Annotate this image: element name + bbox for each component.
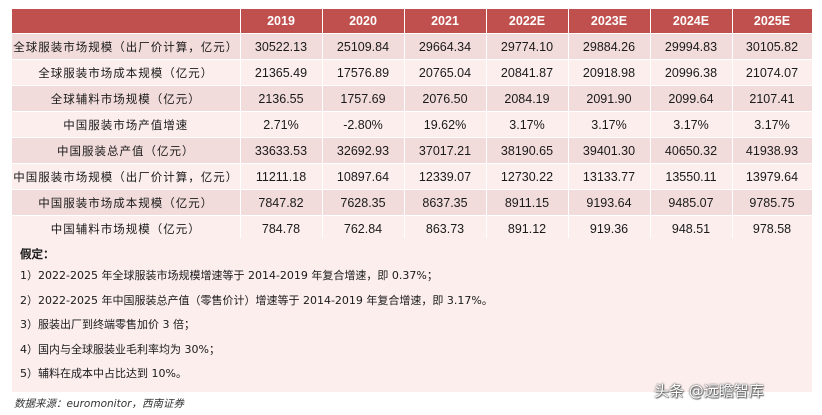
- table-cell: 9193.64: [568, 189, 651, 216]
- table-cell: 21365.49: [240, 59, 323, 86]
- table-cell: 10897.64: [322, 163, 405, 190]
- table-cell: 25109.84: [322, 33, 405, 60]
- table-cell: 29994.83: [650, 33, 733, 60]
- row-label: 中国辅料市场规模（亿元）: [12, 215, 241, 242]
- table-cell: 29774.10: [486, 33, 569, 60]
- table-cell: 20841.87: [486, 59, 569, 86]
- assumptions-notes: 假定： 1）2022-2025 年全球服装市场规模增速等于 2014-2019 …: [12, 238, 812, 392]
- header-cell: 2019: [240, 9, 323, 34]
- table-cell: 32692.93: [322, 137, 405, 164]
- header-cell: 2021: [404, 9, 487, 34]
- table-cell: 2084.19: [486, 85, 569, 112]
- table-cell: 29664.34: [404, 33, 487, 60]
- table-cell: 3.17%: [650, 111, 733, 138]
- table-cell: 13979.64: [732, 163, 813, 190]
- data-table: 2019 2020 2021 2022E 2023E 2024E 2025E 全…: [12, 9, 813, 242]
- table-cell: 30105.82: [732, 33, 813, 60]
- table-cell: 13550.11: [650, 163, 733, 190]
- table-cell: 2.71%: [240, 111, 323, 138]
- table-cell: 3.17%: [568, 111, 651, 138]
- table-cell: 863.73: [404, 215, 487, 242]
- row-label: 中国服装市场成本规模（亿元）: [12, 189, 241, 216]
- table-cell: 8637.35: [404, 189, 487, 216]
- row-label: 全球服装市场规模（出厂价计算，亿元）: [12, 33, 241, 60]
- header-cell: 2025E: [732, 9, 813, 34]
- note-item: 4）国内与全球服装业毛利率均为 30%；: [20, 342, 220, 356]
- table-row: 中国辅料市场规模（亿元） 784.78 762.84 863.73 891.12 919.…: [12, 215, 813, 242]
- notes-title: 假定：: [20, 247, 55, 261]
- table-row: 全球辅料市场规模（亿元） 2136.55 1757.69 2076.50 2084.19…: [12, 85, 813, 112]
- table-cell: 8911.15: [486, 189, 569, 216]
- table-cell: 919.36: [568, 215, 651, 242]
- table-cell: 2107.41: [732, 85, 813, 112]
- row-label: 中国服装市场规模（出厂价计算，亿元）: [12, 163, 241, 190]
- row-label: 全球辅料市场规模（亿元）: [12, 85, 241, 112]
- row-label: 全球服装市场成本规模（亿元）: [12, 59, 241, 86]
- table-cell: 19.62%: [404, 111, 487, 138]
- table-cell: 948.51: [650, 215, 733, 242]
- table-cell: 21074.07: [732, 59, 813, 86]
- table-cell: 784.78: [240, 215, 323, 242]
- table-row: 中国服装总产值（亿元） 33633.53 32692.93 37017.21 38190…: [12, 137, 813, 164]
- table-cell: 40650.32: [650, 137, 733, 164]
- table-cell: 2091.90: [568, 85, 651, 112]
- table-cell: 891.12: [486, 215, 569, 242]
- header-cell: 2024E: [650, 9, 733, 34]
- row-label: 中国服装市场产值增速: [12, 111, 241, 138]
- table-cell: 9485.07: [650, 189, 733, 216]
- table-cell: 3.17%: [732, 111, 813, 138]
- table-row: 中国服装市场规模（出厂价计算，亿元） 11211.18 10897.64 12339.…: [12, 163, 813, 190]
- table-cell: 2099.64: [650, 85, 733, 112]
- table-cell: 29884.26: [568, 33, 651, 60]
- table-cell: 41938.93: [732, 137, 813, 164]
- table-cell: 30522.13: [240, 33, 323, 60]
- table-body: 全球服装市场规模（出厂价计算，亿元） 30522.13 25109.84 29664.…: [12, 33, 813, 242]
- table-row: 中国服装市场产值增速 2.71% -2.80% 19.62% 3.17% 3.17% 3.1…: [12, 111, 813, 138]
- table-cell: 13133.77: [568, 163, 651, 190]
- header-cell: 2022E: [486, 9, 569, 34]
- note-item: 3）服装出厂到终端零售加价 3 倍；: [20, 318, 195, 331]
- table-cell: 12339.07: [404, 163, 487, 190]
- header-row: 2019 2020 2021 2022E 2023E 2024E 2025E: [12, 9, 813, 34]
- table-cell: 1757.69: [322, 85, 405, 112]
- table-cell: 33633.53: [240, 137, 323, 164]
- data-source-caption: 数据来源：euromonitor，西南证券: [14, 398, 184, 410]
- table-cell: 7847.82: [240, 189, 323, 216]
- table-cell: 20765.04: [404, 59, 487, 86]
- table-cell: 9785.75: [732, 189, 813, 216]
- table-cell: 20918.98: [568, 59, 651, 86]
- header-cell: 2020: [322, 9, 405, 34]
- note-item: 5）辅料在成本中占比达到 10%。: [20, 367, 187, 380]
- table-cell: 12730.22: [486, 163, 569, 190]
- note-item: 1）2022-2025 年全球服装市场规模增速等于 2014-2019 年复合增…: [20, 269, 438, 282]
- table-cell: 11211.18: [240, 163, 323, 190]
- header-cell: 2023E: [568, 9, 651, 34]
- table-cell: -2.80%: [322, 111, 405, 138]
- table-row: 全球服装市场成本规模（亿元） 21365.49 17576.89 20765.04 20…: [12, 59, 813, 86]
- table-cell: 2136.55: [240, 85, 323, 112]
- header-corner-cell: [12, 9, 241, 34]
- table-cell: 39401.30: [568, 137, 651, 164]
- table-row: 中国服装市场成本规模（亿元） 7847.82 7628.35 8637.35 8911.…: [12, 189, 813, 216]
- table-row: 全球服装市场规模（出厂价计算，亿元） 30522.13 25109.84 29664.…: [12, 33, 813, 60]
- table-cell: 2076.50: [404, 85, 487, 112]
- table-cell: 37017.21: [404, 137, 487, 164]
- note-item: 2）2022-2025 年中国服装总产值（零售价计）增速等于 2014-2019…: [20, 293, 493, 307]
- table-cell: 17576.89: [322, 59, 405, 86]
- table-cell: 978.58: [732, 215, 813, 242]
- table-cell: 7628.35: [322, 189, 405, 216]
- table-cell: 3.17%: [486, 111, 569, 138]
- watermark: 头条 @远瞻智库: [654, 382, 764, 400]
- table-cell: 20996.38: [650, 59, 733, 86]
- row-label: 中国服装总产值（亿元）: [12, 137, 241, 164]
- table-cell: 38190.65: [486, 137, 569, 164]
